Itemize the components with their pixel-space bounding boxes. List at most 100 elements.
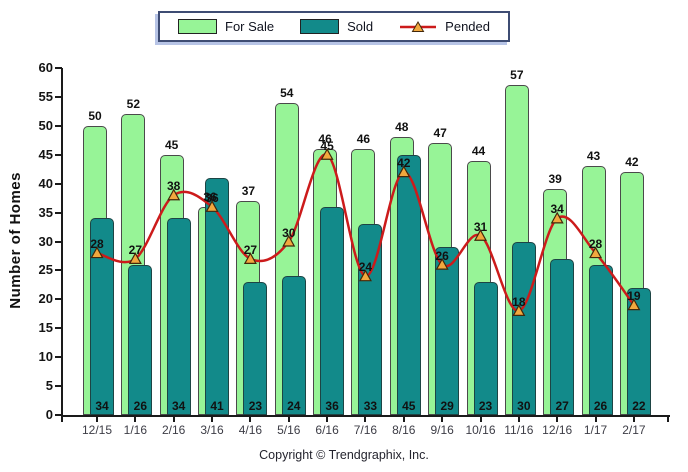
- y-axis-tick: [55, 67, 62, 69]
- bar-value-label-for-sale: 48: [395, 120, 409, 135]
- y-axis-tick: [55, 240, 62, 243]
- bar-sold: [588, 264, 613, 415]
- x-axis-tick-label: 9/16: [430, 423, 454, 437]
- bar-value-label-sold: 36: [325, 399, 339, 413]
- bar-value-label-for-sale: 57: [510, 68, 524, 83]
- bar-value-label-for-sale: 46: [318, 131, 332, 146]
- y-axis-tick-label: 40: [38, 175, 53, 191]
- bar-sold: [128, 264, 153, 415]
- bar-sold: [243, 281, 268, 415]
- bar-value-label-sold: 34: [172, 399, 186, 413]
- pended-value-label: 34: [550, 202, 564, 217]
- bar-value-label-sold: 29: [440, 399, 454, 413]
- y-axis-tick-label: 10: [38, 349, 53, 365]
- pended-value-label: 28: [588, 237, 603, 252]
- pended-value-label: 30: [282, 225, 296, 240]
- x-axis-tick-label: 2/16: [162, 423, 186, 437]
- y-axis-tick: [55, 385, 62, 388]
- legend-item-pended: Pended: [399, 19, 490, 34]
- bar-value-label-for-sale: 45: [165, 137, 179, 152]
- y-axis-tick-label: 25: [38, 262, 53, 278]
- pended-value-label: 24: [358, 260, 373, 275]
- bar-sold: [320, 206, 345, 415]
- y-axis-tick-label: 30: [38, 233, 53, 249]
- y-axis-tick: [55, 269, 62, 272]
- y-axis-line: [61, 68, 63, 417]
- y-axis-tick: [55, 124, 62, 127]
- bar-value-label-sold: 23: [478, 399, 493, 413]
- legend-swatch-for-sale: [178, 19, 217, 34]
- bar-sold: [435, 247, 460, 415]
- pended-value-label: 27: [243, 242, 258, 257]
- legend-label-for-sale: For Sale: [225, 19, 275, 34]
- bar-value-label-for-sale: 47: [433, 126, 447, 141]
- bar-value-label-for-sale: 54: [280, 85, 294, 100]
- bar-value-label-sold: 27: [555, 399, 569, 413]
- x-axis-tick: [479, 417, 482, 422]
- y-axis-tick: [55, 95, 62, 98]
- bar-value-label-sold: 41: [210, 399, 224, 413]
- x-axis-tick: [632, 417, 635, 422]
- y-axis-tick: [55, 414, 62, 416]
- y-axis-tick-label: 15: [38, 320, 53, 336]
- x-axis-tick-label: 12/15: [81, 423, 113, 437]
- footer-copyright: Copyright © Trendgraphix, Inc.: [259, 448, 429, 462]
- legend-swatch-sold: [300, 19, 340, 34]
- y-axis-tick-label: 35: [38, 204, 53, 220]
- y-axis-tick-label: 55: [38, 88, 53, 104]
- x-axis-tick: [556, 417, 559, 422]
- x-axis-tick: [287, 417, 290, 422]
- bar-value-label-for-sale: 44: [471, 143, 486, 158]
- x-axis-tick: [364, 417, 367, 422]
- x-axis-line: [61, 415, 670, 417]
- pended-value-label: 27: [128, 242, 143, 257]
- x-axis-tick: [326, 417, 329, 422]
- x-axis-tick: [249, 417, 252, 422]
- bar-value-label-sold: 22: [632, 399, 646, 413]
- bar-value-label-for-sale: 43: [586, 149, 601, 164]
- x-axis-tick-label: 4/16: [238, 423, 263, 437]
- y-axis-tick-label: 60: [38, 60, 53, 75]
- y-axis-tick: [55, 153, 62, 156]
- x-axis-tick-label: 12/16: [542, 423, 573, 437]
- legend-item-for-sale: For Sale: [178, 19, 274, 34]
- bar-value-label-sold: 34: [95, 399, 109, 413]
- bar-sold: [473, 281, 498, 415]
- y-axis-tick: [55, 356, 62, 359]
- bar-value-label-for-sale: 46: [356, 131, 371, 146]
- legend-label-pended: Pended: [445, 19, 490, 34]
- bar-value-label-sold: 30: [517, 399, 531, 413]
- y-axis-tick-label: 5: [45, 378, 53, 394]
- x-axis-tick-label: 7/16: [353, 423, 378, 437]
- bar-value-label-for-sale: 39: [548, 172, 562, 187]
- legend-item-sold: Sold: [300, 19, 373, 34]
- y-axis-tick-label: 50: [38, 117, 53, 133]
- bar-sold: [550, 258, 575, 415]
- x-axis-tick-label: 1/17: [583, 423, 608, 437]
- pended-value-label: 26: [435, 248, 449, 263]
- bar-sold: [358, 224, 383, 415]
- bar-value-label-sold: 24: [287, 399, 301, 413]
- bar-sold: [626, 287, 651, 415]
- bar-value-label-for-sale: 50: [88, 108, 102, 123]
- bar-value-label-sold: 26: [133, 399, 148, 413]
- x-axis-tick-label: 5/16: [277, 423, 301, 437]
- legend: For Sale Sold Pended: [158, 11, 510, 42]
- x-axis-tick: [172, 417, 175, 422]
- pended-value-label: 28: [90, 237, 104, 252]
- pended-value-label: 36: [205, 190, 219, 205]
- x-axis-tick: [211, 417, 214, 422]
- x-axis-tick-label: 2/17: [622, 423, 646, 437]
- bar-value-label-for-sale: 37: [241, 184, 256, 199]
- legend-pended-marker: [411, 20, 425, 32]
- bar-value-label-for-sale: 42: [625, 155, 639, 170]
- x-axis-end-tick: [667, 417, 669, 422]
- y-axis-tick: [55, 327, 62, 330]
- pended-value-label: 18: [512, 294, 526, 309]
- bar-sold: [166, 218, 191, 415]
- y-axis-tick: [55, 211, 62, 214]
- bar-value-label-sold: 45: [402, 399, 416, 413]
- y-axis-tick-label: 20: [38, 291, 53, 307]
- legend-label-sold: Sold: [347, 19, 374, 34]
- x-axis-tick-label: 11/16: [504, 423, 534, 437]
